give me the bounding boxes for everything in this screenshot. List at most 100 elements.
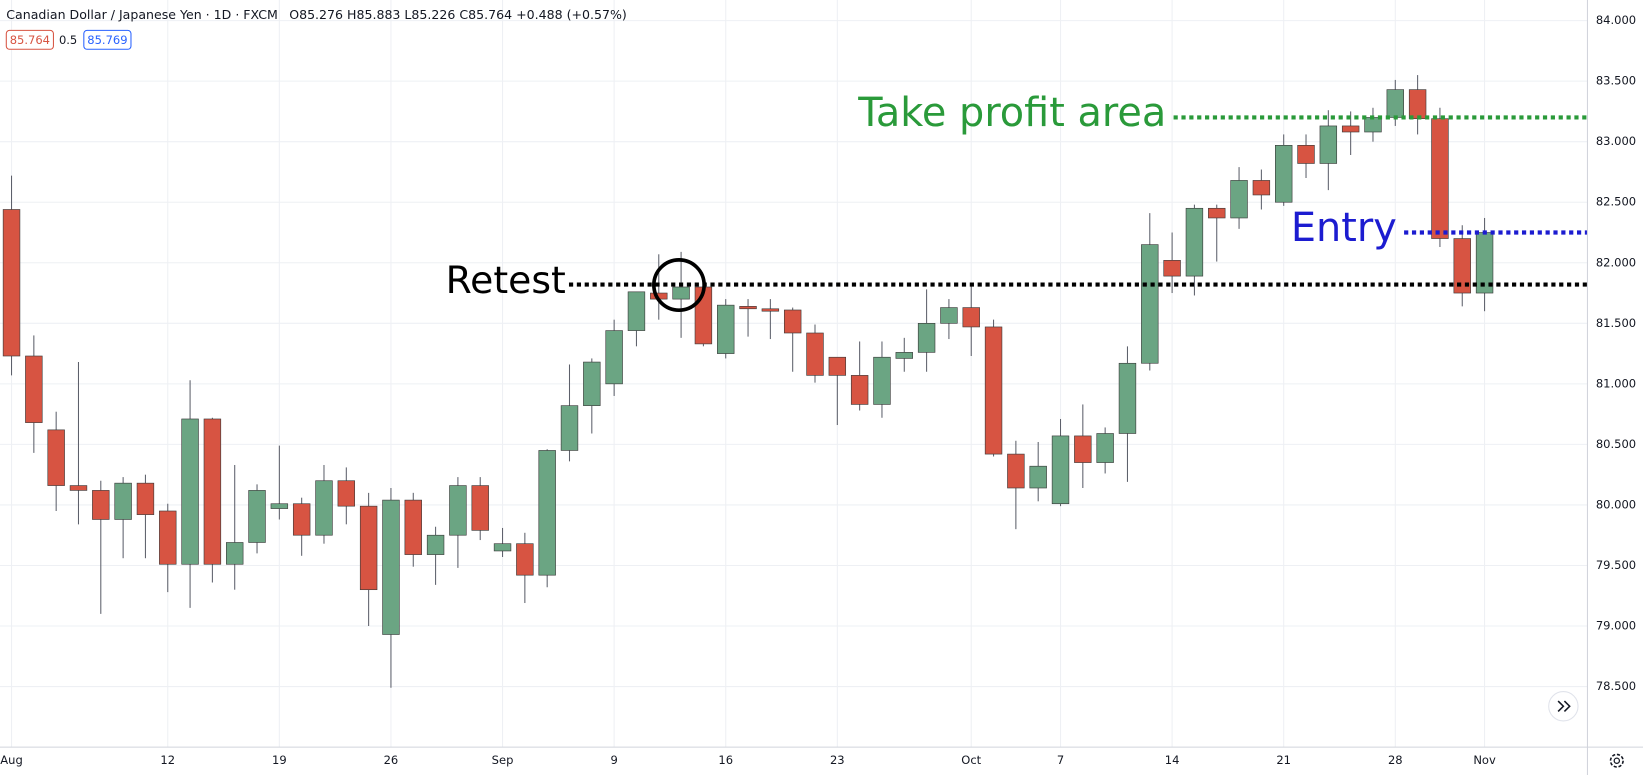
- x-tick-label: 21: [1276, 753, 1291, 767]
- candle-body: [1453, 238, 1471, 294]
- candle-body: [1341, 125, 1360, 133]
- candle-body: [739, 306, 757, 310]
- candle-body: [471, 485, 489, 531]
- candle-body: [1029, 465, 1047, 489]
- y-tick-label: 84.000: [1596, 13, 1636, 27]
- x-tick-label: 26: [384, 753, 399, 767]
- candle-body: [1408, 89, 1427, 119]
- candle-body: [806, 332, 824, 376]
- x-tick-label: 19: [272, 753, 287, 767]
- candle-body: [404, 499, 422, 555]
- grid: [0, 0, 1588, 748]
- candle-body: [605, 330, 623, 385]
- y-tick-label: 82.000: [1596, 255, 1636, 269]
- x-tick-label: 9: [610, 753, 617, 767]
- settings-button[interactable]: [1609, 753, 1624, 768]
- candle-body: [1096, 433, 1114, 463]
- candle-body: [1051, 435, 1070, 505]
- candle-body: [828, 356, 847, 376]
- ask-box: [83, 29, 132, 50]
- candle-body: [940, 307, 958, 324]
- y-tick-label: 80.500: [1596, 437, 1636, 451]
- annotation-label: Entry: [1291, 205, 1397, 251]
- y-tick-label: 79.500: [1596, 558, 1636, 572]
- candle-body: [516, 543, 534, 576]
- x-tick-label: 12: [160, 753, 175, 767]
- x-tick-label: Oct: [961, 753, 981, 767]
- candle-body: [873, 356, 891, 405]
- chart-title: Canadian Dollar / Japanese Yen · 1D · FX…: [6, 7, 278, 22]
- candle-body: [1431, 118, 1449, 239]
- y-tick-label: 79.000: [1596, 619, 1636, 633]
- candles: [2, 75, 1494, 688]
- candle-body: [159, 510, 177, 565]
- gear-outer[interactable]: [1609, 753, 1624, 768]
- candle-body: [181, 418, 199, 565]
- candle-body: [337, 480, 356, 507]
- y-tick-label: 81.000: [1596, 376, 1636, 390]
- annotation-label: Take profit area: [857, 90, 1166, 136]
- retest-circle: [652, 258, 706, 313]
- candle-body: [292, 503, 311, 536]
- candle-body: [426, 534, 445, 555]
- candle-body: [1275, 145, 1293, 203]
- x-tick-label: Sep: [492, 753, 514, 767]
- candle-body: [382, 499, 400, 635]
- candle-body: [717, 304, 735, 354]
- candle-body: [315, 480, 333, 536]
- y-tick-label: 78.500: [1596, 679, 1636, 693]
- annotations: Take profit area Entry Retest: [446, 90, 1588, 302]
- candle-body: [917, 322, 936, 353]
- candle-body: [1141, 244, 1159, 364]
- y-tick-label: 82.500: [1596, 195, 1636, 209]
- candle-body: [25, 355, 43, 423]
- candle-body: [359, 505, 378, 591]
- candle-body: [92, 490, 110, 520]
- candle-body: [583, 361, 601, 406]
- candle-body: [1230, 180, 1248, 219]
- candle-body: [2, 209, 21, 357]
- y-tick-label: 80.000: [1596, 497, 1636, 511]
- candle-body: [226, 542, 244, 565]
- y-tick-label: 83.500: [1596, 74, 1636, 88]
- x-tick-label: 16: [718, 753, 733, 767]
- candle-body: [203, 418, 222, 565]
- gear-inner[interactable]: [1613, 757, 1621, 764]
- candle-body: [895, 352, 913, 359]
- y-tick-label: 83.000: [1596, 134, 1636, 148]
- ohlc-legend: O85.276 H85.883 L85.226 C85.764 +0.488 (…: [289, 7, 627, 22]
- y-tick-label: 81.500: [1596, 316, 1636, 330]
- candle-body: [1208, 207, 1226, 219]
- bid-price: 85.764: [10, 33, 50, 47]
- candle-body: [449, 485, 467, 536]
- candle-body: [493, 543, 512, 552]
- candle-body: [114, 482, 132, 520]
- candle-body: [672, 286, 690, 300]
- candle-body: [1252, 180, 1271, 196]
- candle-body: [962, 307, 980, 328]
- x-tick-label: 23: [830, 753, 845, 767]
- candle-body: [1185, 207, 1204, 277]
- annotation-label: Retest: [446, 258, 566, 302]
- ask-price: 85.769: [87, 33, 127, 47]
- candle-body: [1118, 362, 1137, 434]
- candle-body: [1163, 260, 1181, 277]
- candle-body: [627, 291, 646, 331]
- candle-body: [1074, 435, 1092, 463]
- scroll-icon[interactable]: [1557, 700, 1571, 713]
- candle-body: [761, 308, 780, 312]
- candle-body: [984, 326, 1003, 455]
- scroll-button[interactable]: [1548, 691, 1579, 722]
- x-tick-label: 14: [1165, 753, 1180, 767]
- spread: 0.5: [59, 33, 77, 47]
- candle-body: [538, 450, 556, 576]
- candle-body: [69, 485, 88, 491]
- candle-body: [850, 375, 869, 405]
- candle-body: [1297, 145, 1315, 164]
- candle-body: [47, 429, 65, 486]
- candle-body: [248, 490, 266, 543]
- candle-body: [783, 309, 802, 334]
- candle-body: [270, 503, 289, 509]
